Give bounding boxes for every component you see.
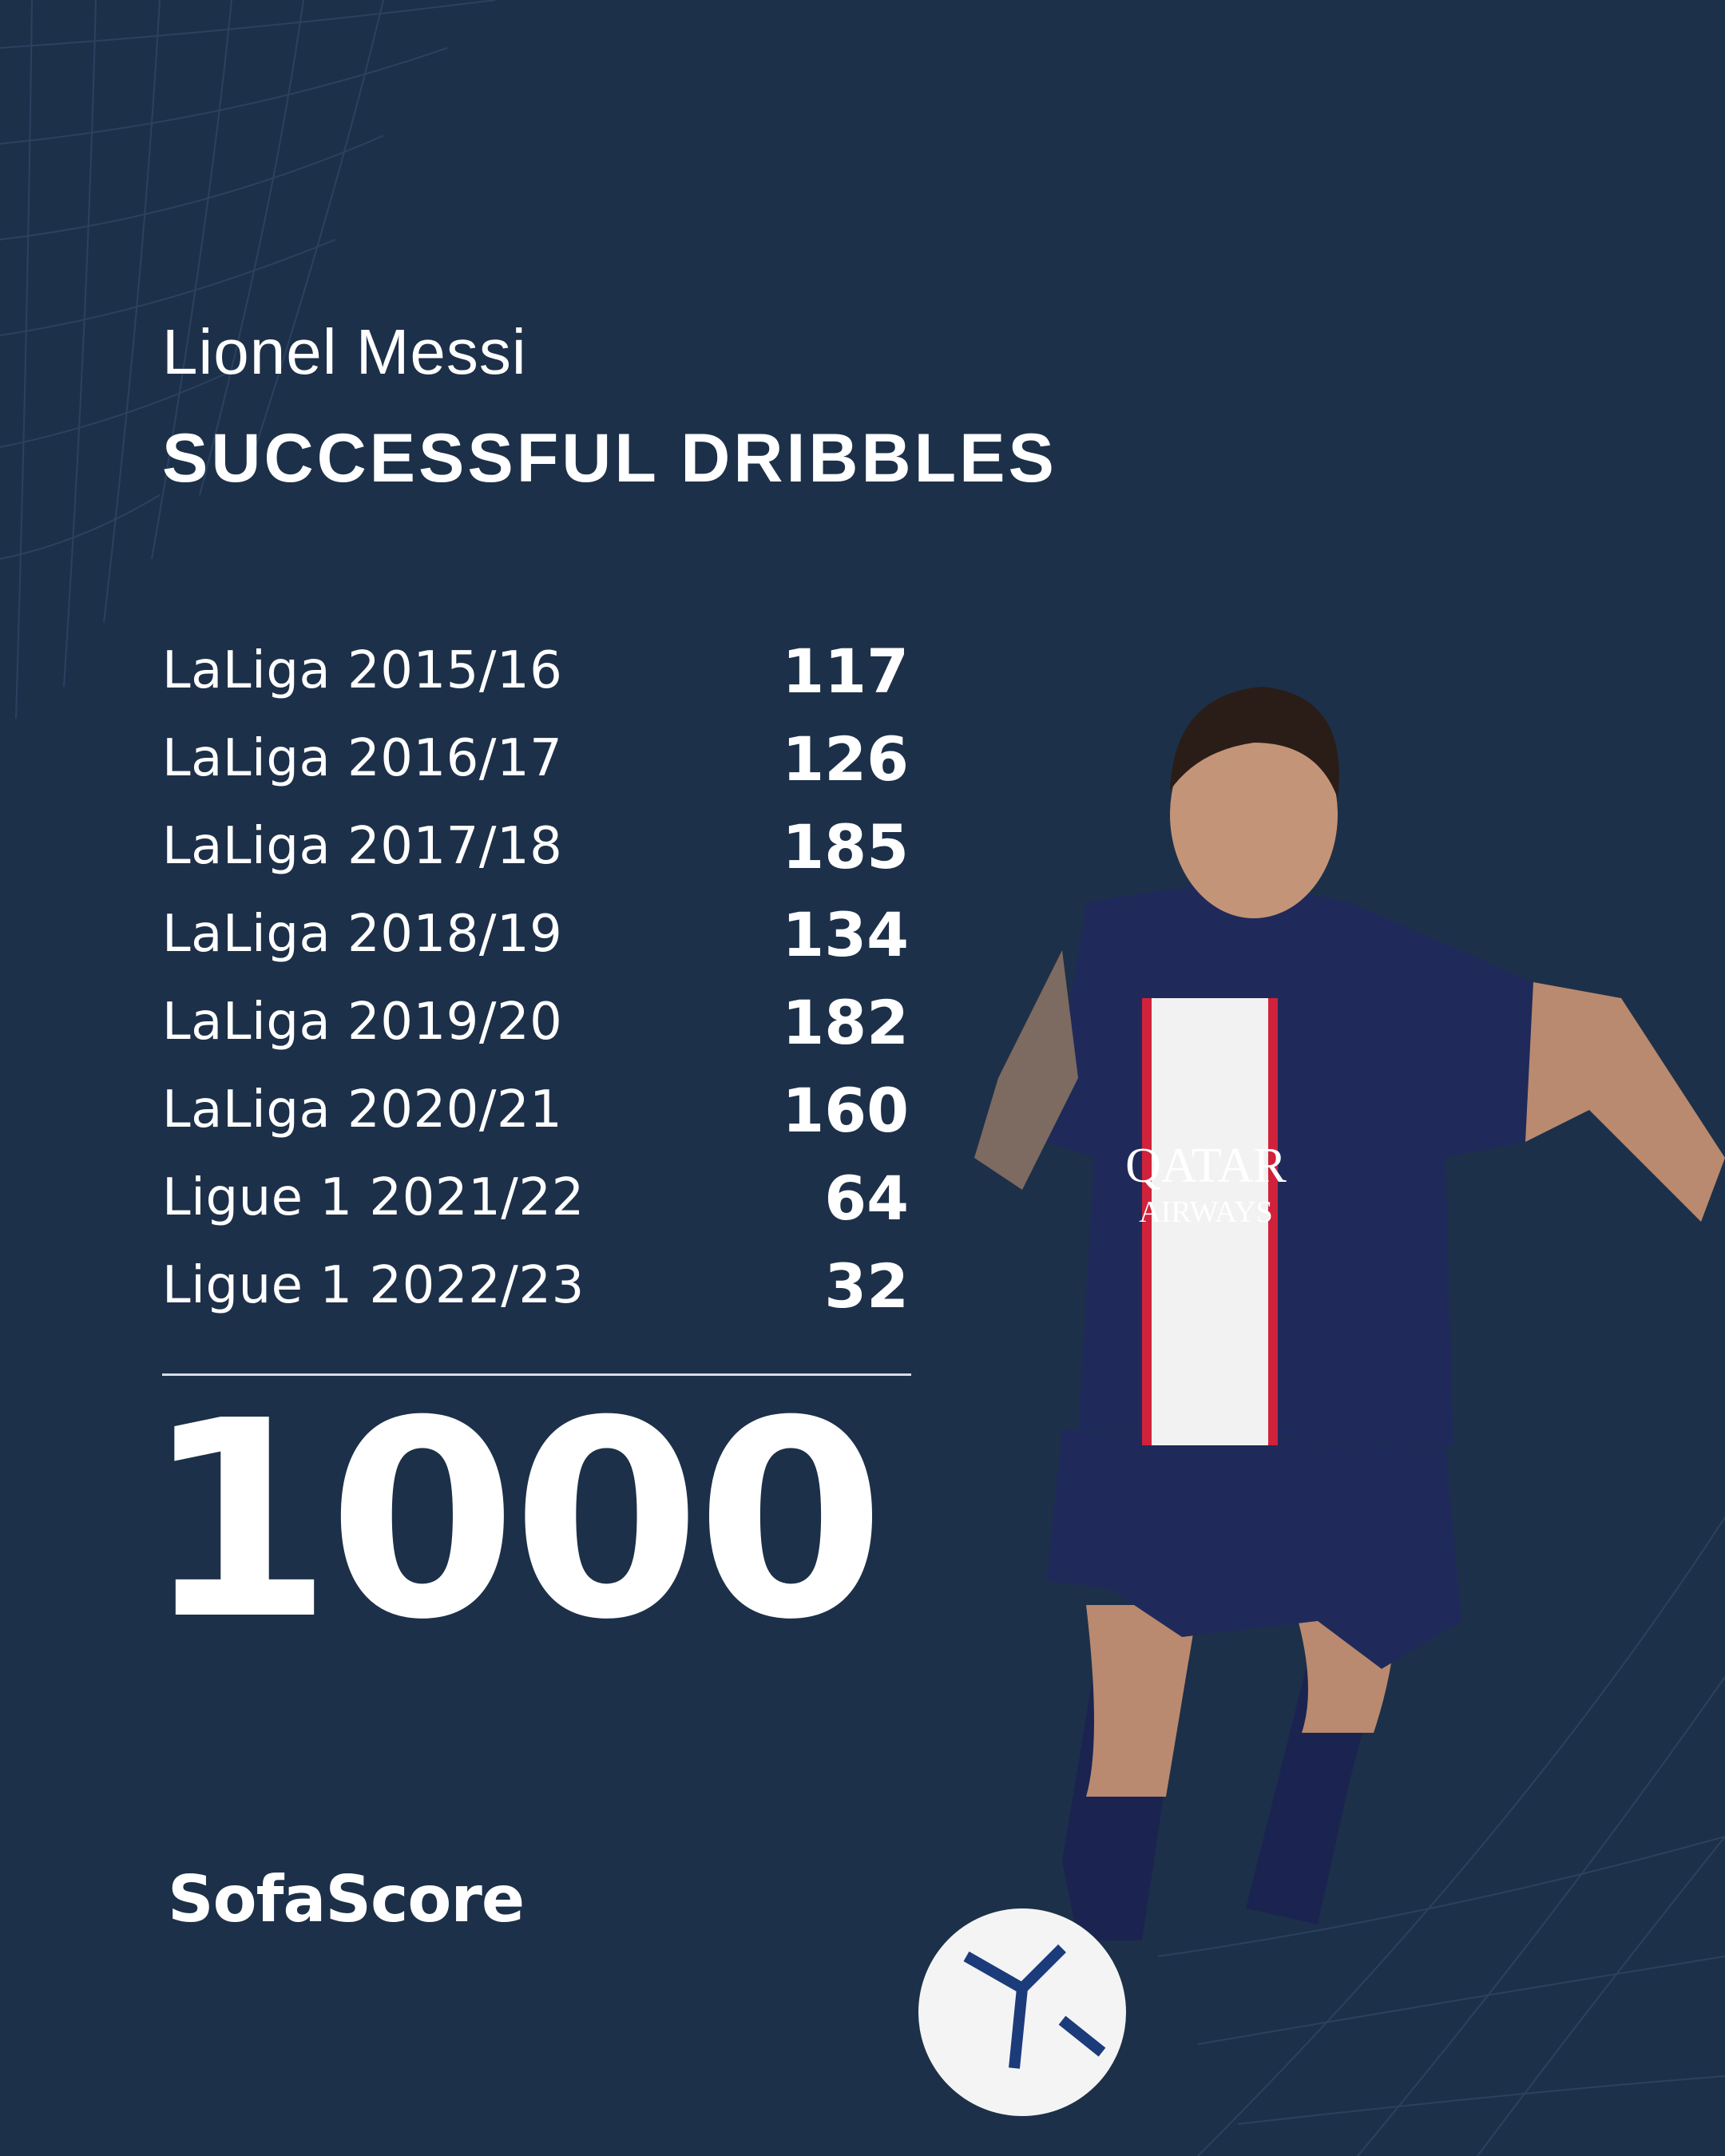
divider bbox=[162, 1373, 911, 1376]
season-label: LaLiga 2017/18 bbox=[162, 817, 563, 876]
svg-text:AIRWAYS: AIRWAYS bbox=[1139, 1195, 1273, 1229]
table-row: LaLiga 2019/20 182 bbox=[162, 978, 909, 1066]
season-value: 117 bbox=[782, 635, 909, 707]
season-label: LaLiga 2018/19 bbox=[162, 905, 563, 964]
season-value: 64 bbox=[824, 1162, 909, 1234]
table-row: LaLiga 2015/16 117 bbox=[162, 627, 909, 715]
jersey-stripe bbox=[1150, 998, 1270, 1445]
table-row: Ligue 1 2021/22 64 bbox=[162, 1154, 909, 1242]
season-label: Ligue 1 2022/23 bbox=[162, 1256, 585, 1315]
page-title: SUCCESSFUL DRIBBLES bbox=[162, 420, 1057, 497]
season-value: 182 bbox=[782, 986, 909, 1058]
season-label: LaLiga 2015/16 bbox=[162, 641, 563, 700]
season-label: LaLiga 2016/17 bbox=[162, 729, 563, 788]
table-row: LaLiga 2020/21 160 bbox=[162, 1066, 909, 1154]
season-value: 160 bbox=[782, 1074, 909, 1146]
table-row: LaLiga 2017/18 185 bbox=[162, 803, 909, 890]
season-label: LaLiga 2019/20 bbox=[162, 993, 563, 1052]
total-value: 1000 bbox=[144, 1363, 885, 1679]
jersey-sponsor: QATAR bbox=[1125, 1139, 1287, 1193]
brand-logo: SofaScore bbox=[168, 1862, 525, 1936]
stats-table: LaLiga 2015/16 117 LaLiga 2016/17 126 LaLi… bbox=[162, 627, 909, 1330]
table-row: LaLiga 2016/17 126 bbox=[162, 715, 909, 803]
player-photo: QATAR AIRWAYS bbox=[918, 687, 1725, 2116]
season-value: 134 bbox=[782, 898, 909, 970]
table-row: LaLiga 2018/19 134 bbox=[162, 890, 909, 978]
player-name: Lionel Messi bbox=[162, 316, 527, 387]
season-value: 32 bbox=[824, 1250, 909, 1322]
season-value: 126 bbox=[782, 723, 909, 795]
season-label: Ligue 1 2021/22 bbox=[162, 1168, 585, 1227]
table-row: Ligue 1 2022/23 32 bbox=[162, 1242, 909, 1330]
season-label: LaLiga 2020/21 bbox=[162, 1080, 563, 1139]
season-value: 185 bbox=[782, 810, 909, 882]
